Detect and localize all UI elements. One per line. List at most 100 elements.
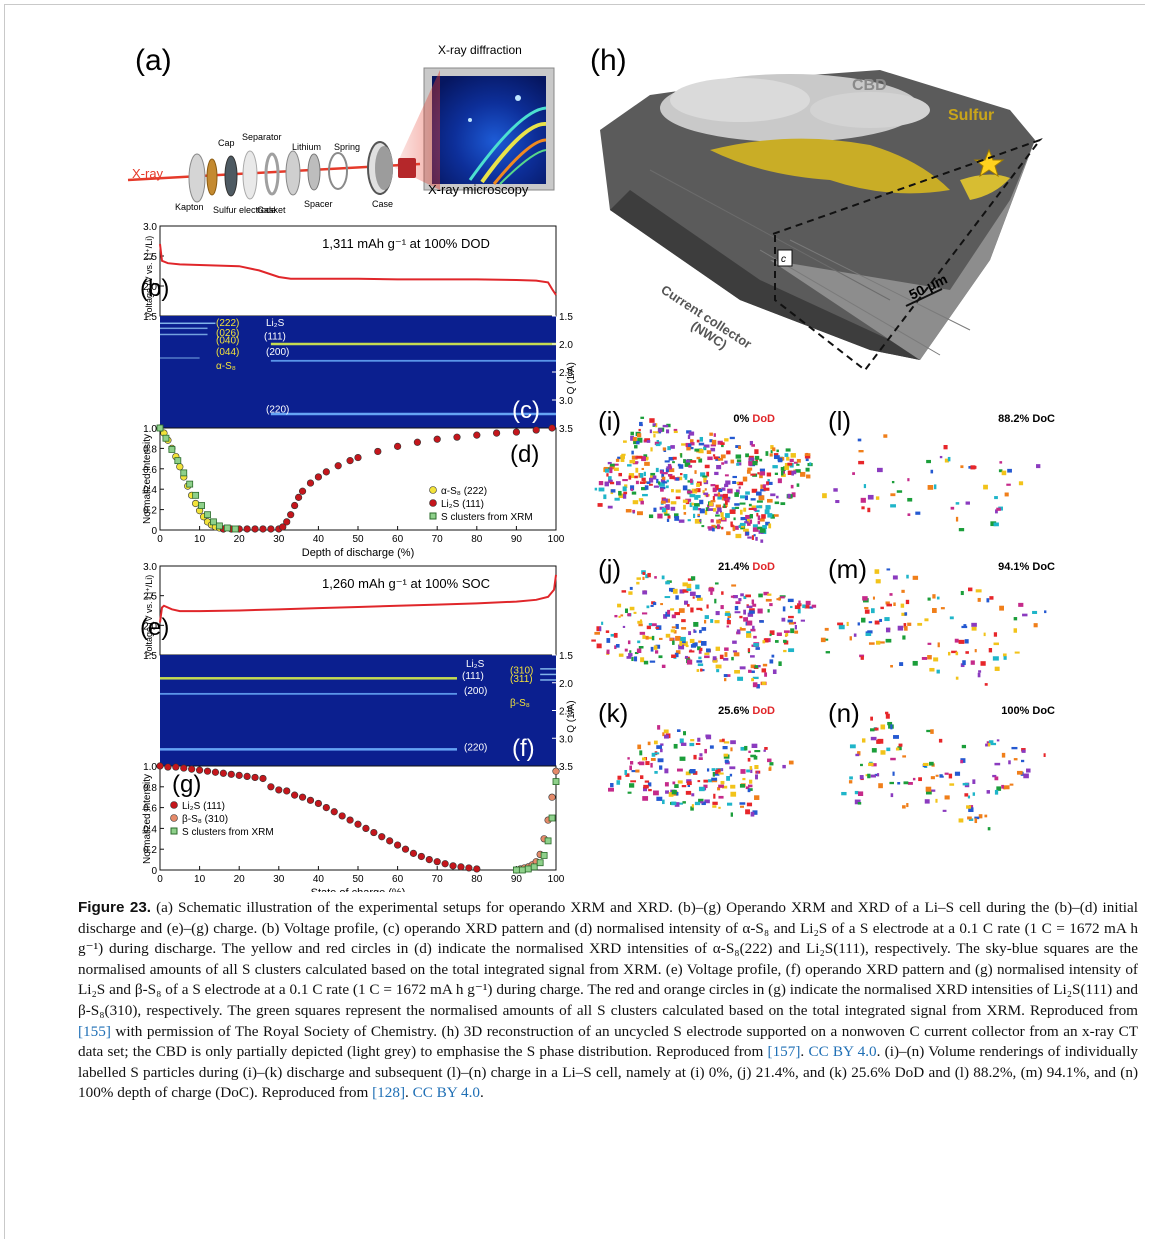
particle (726, 531, 731, 536)
particle (943, 444, 948, 450)
particle (877, 467, 883, 473)
particle (739, 522, 746, 526)
label-cbd: CBD (852, 77, 887, 94)
particle (716, 464, 722, 470)
particle (650, 762, 653, 768)
particle (745, 514, 751, 519)
particle (765, 451, 769, 456)
data-point (283, 518, 291, 526)
particle (993, 632, 998, 637)
particle (717, 507, 722, 512)
particle (730, 747, 733, 752)
data-point (176, 463, 184, 471)
legend-label: Li₂S (111) (182, 801, 225, 812)
particle (773, 453, 779, 456)
particle (654, 650, 659, 654)
particle (697, 663, 704, 667)
particle (709, 432, 713, 436)
particle (685, 655, 688, 659)
voltage-chart-e: 3.0 2.5 2.0 1.5 1,260 mAh g⁻¹ at 100% SOC (e)… (140, 562, 557, 662)
particle (647, 741, 651, 746)
particle (870, 736, 877, 741)
particle (958, 818, 964, 823)
particle (655, 467, 659, 473)
particle (648, 477, 654, 483)
particle (653, 485, 659, 488)
panel-letter: (b) (140, 275, 169, 302)
particle (668, 792, 674, 797)
particle (689, 768, 696, 774)
state-label: 88.2% DoC (998, 413, 1055, 425)
particle (747, 788, 751, 793)
particle (780, 470, 784, 476)
license-link-1[interactable]: CC BY 4.0 (808, 1043, 877, 1061)
particle (743, 507, 747, 512)
particle (618, 653, 624, 657)
particle (1011, 746, 1018, 750)
peak-label: (311) (510, 674, 533, 685)
particle (1009, 783, 1014, 786)
state-label: 94.1% DoC (998, 561, 1055, 573)
particle (1013, 758, 1018, 761)
particle (696, 439, 700, 443)
coin-cell-parts (188, 141, 416, 203)
particle (710, 447, 716, 452)
data-point (433, 858, 441, 866)
label-cap: Cap (218, 138, 235, 148)
particle (1006, 483, 1011, 486)
legend-marker (429, 512, 437, 520)
data-point (441, 860, 449, 868)
y-tick-label: 0.2 (143, 845, 157, 856)
particle (864, 609, 870, 614)
particle (749, 457, 754, 461)
ref-155-link[interactable]: [155] (78, 1022, 111, 1040)
particle (648, 483, 653, 486)
particle (639, 481, 646, 484)
particle (754, 509, 760, 513)
x-tick-label: 30 (273, 534, 285, 545)
particle (718, 806, 721, 809)
diffraction-line (160, 692, 457, 695)
particle (748, 610, 755, 614)
particle (917, 622, 923, 626)
particle (732, 650, 738, 653)
particle (636, 581, 640, 585)
particle (721, 516, 726, 521)
particle (746, 769, 750, 773)
particle (649, 475, 654, 479)
particle (748, 788, 753, 791)
particle (631, 657, 634, 662)
panel-h-letter: (h) (590, 44, 627, 77)
particle (944, 458, 949, 463)
particle (645, 635, 649, 640)
particle (758, 495, 765, 501)
particle (612, 463, 619, 466)
particle (635, 467, 639, 473)
data-point (227, 770, 235, 778)
particle (698, 442, 705, 446)
legend-marker (170, 827, 178, 835)
label-sulfur-electrode: Sulfur electrode (213, 205, 276, 215)
particle (652, 423, 656, 426)
license-link-2[interactable]: CC BY 4.0 (412, 1084, 480, 1102)
particle (621, 590, 627, 593)
particle (653, 740, 658, 745)
data-point (287, 511, 295, 519)
particle (1016, 770, 1023, 775)
particle (726, 625, 730, 628)
ref-128-link[interactable]: [128] (372, 1084, 406, 1102)
particle (672, 461, 675, 464)
particle (744, 521, 749, 524)
particle (999, 461, 1003, 464)
particle (751, 678, 755, 682)
particle (1014, 651, 1020, 654)
data-point (156, 762, 164, 770)
capacity-note: 1,311 mAh g⁻¹ at 100% DOD (322, 236, 490, 251)
particle (682, 485, 688, 491)
particle (715, 514, 720, 517)
label-spacer: Spacer (304, 199, 333, 209)
particle (735, 506, 740, 509)
particle (756, 512, 759, 517)
particle (1044, 610, 1047, 614)
ref-157-link[interactable]: [157] (767, 1043, 801, 1061)
